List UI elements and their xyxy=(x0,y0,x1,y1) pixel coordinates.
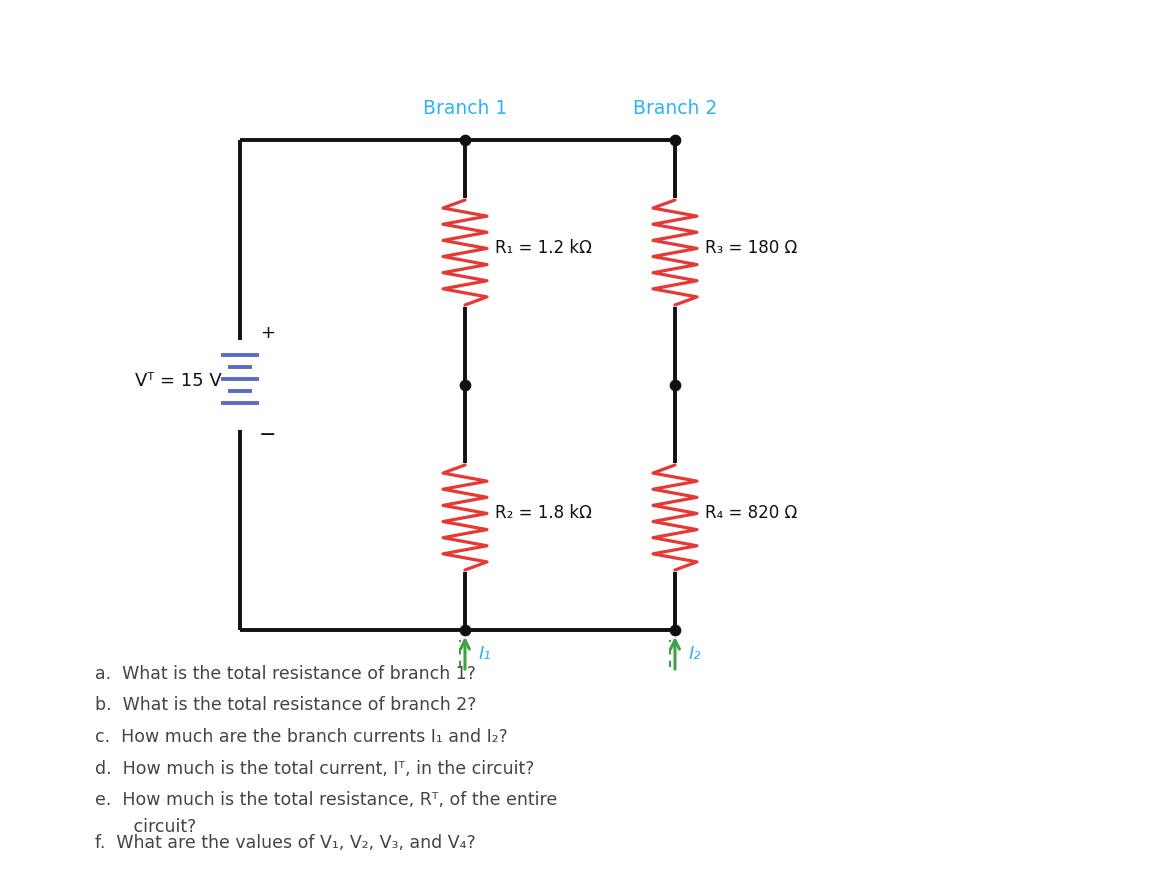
Text: R₂ = 1.8 kΩ: R₂ = 1.8 kΩ xyxy=(495,504,592,521)
Point xyxy=(455,378,474,392)
Text: d.  How much is the total current, Iᵀ, in the circuit?: d. How much is the total current, Iᵀ, in… xyxy=(95,759,534,778)
Text: I₁: I₁ xyxy=(479,645,492,663)
Point xyxy=(455,133,474,147)
Text: +: + xyxy=(261,324,275,342)
Point xyxy=(455,623,474,637)
Text: Branch 1: Branch 1 xyxy=(423,99,507,118)
Text: b.  What is the total resistance of branch 2?: b. What is the total resistance of branc… xyxy=(95,696,476,714)
Text: R₁ = 1.2 kΩ: R₁ = 1.2 kΩ xyxy=(495,238,592,257)
Text: c.  How much are the branch currents I₁ and I₂?: c. How much are the branch currents I₁ a… xyxy=(95,728,508,746)
Text: f.  What are the values of V₁, V₂, V₃, and V₄?: f. What are the values of V₁, V₂, V₃, an… xyxy=(95,834,476,851)
Text: Branch 2: Branch 2 xyxy=(633,99,717,118)
Text: Vᵀ = 15 V: Vᵀ = 15 V xyxy=(135,372,222,390)
Point xyxy=(666,378,684,392)
Text: I₂: I₂ xyxy=(689,645,702,663)
Text: a.  What is the total resistance of branch 1?: a. What is the total resistance of branc… xyxy=(95,665,476,683)
Text: circuit?: circuit? xyxy=(95,818,196,836)
Text: R₄ = 820 Ω: R₄ = 820 Ω xyxy=(704,504,797,521)
Point xyxy=(666,623,684,637)
Text: e.  How much is the total resistance, Rᵀ, of the entire: e. How much is the total resistance, Rᵀ,… xyxy=(95,791,557,809)
Text: R₃ = 180 Ω: R₃ = 180 Ω xyxy=(704,238,797,257)
Text: −: − xyxy=(259,425,276,445)
Point xyxy=(666,133,684,147)
